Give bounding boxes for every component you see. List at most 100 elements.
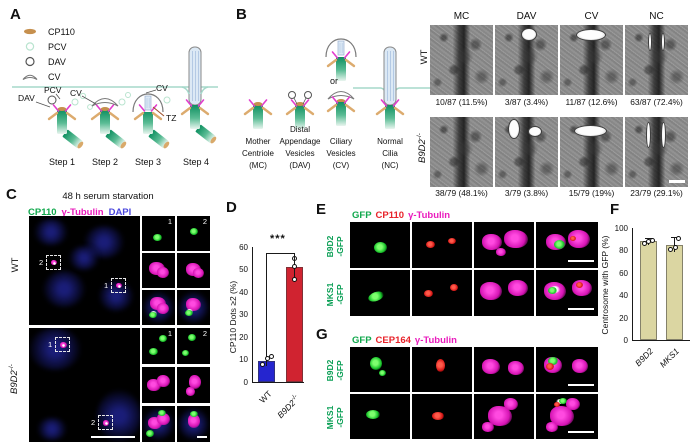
g-row-label-mks1-gfp: MKS1 -GFP <box>325 405 345 430</box>
inset-wt-merge-2 <box>177 290 210 325</box>
stain-legend: CP110 γ-Tubulin DAPI <box>28 202 136 220</box>
e-mks1-tubulin-image <box>474 270 534 316</box>
blob <box>370 357 382 370</box>
blob <box>105 422 108 425</box>
blob <box>448 238 456 244</box>
panel-e-title: GFP CP110 γ-Tubulin <box>352 205 454 223</box>
panel-e-label: E <box>316 201 327 218</box>
scale-bar <box>197 436 207 438</box>
blob <box>189 375 201 389</box>
blob <box>559 398 567 404</box>
y-tick: 40 <box>239 288 248 297</box>
blob <box>53 262 56 265</box>
blob <box>550 406 574 426</box>
step-3-label: Step 3 <box>134 157 162 167</box>
vesicle <box>574 125 607 137</box>
stain-gfp: GFP <box>352 210 372 221</box>
y-tick: 10 <box>239 355 248 364</box>
sig-bracket <box>266 253 294 254</box>
blob <box>190 228 198 235</box>
blob <box>546 422 558 432</box>
inset-wt-tubulin-1 <box>142 253 175 288</box>
blob <box>548 357 558 365</box>
stage-label-cv: Ciliary Vesicles (CV) <box>326 137 356 170</box>
g-b9d2-merge-image <box>536 347 598 392</box>
membrane-sliver <box>646 122 651 148</box>
em-image-b9d2-nc <box>625 117 688 187</box>
data-point <box>292 264 297 270</box>
c-row-label-b9d2: B9D2-/- <box>8 364 21 394</box>
stain-gamma-tubulin: γ-Tubulin <box>408 210 451 221</box>
y-tick: 20 <box>239 333 248 342</box>
inset-wt-merge-1 <box>142 290 175 325</box>
blob <box>34 219 68 245</box>
inset-wt-cp110-2: 2 <box>177 216 210 251</box>
legend-item-dav: DAV <box>20 54 75 69</box>
inset-box-2: 2 <box>91 415 113 430</box>
cilia-stages-diagram <box>243 38 430 129</box>
em-image-wt-dav <box>495 25 558 95</box>
scale-bar <box>91 435 135 438</box>
blob <box>188 334 196 341</box>
blob <box>508 361 524 375</box>
cp110-oval-icon <box>24 28 36 35</box>
panel-f-label: F <box>610 201 620 218</box>
legend-label: DAV <box>48 56 66 67</box>
dav-circle-icon <box>25 56 35 67</box>
blob <box>158 410 166 416</box>
panel-c-label: C <box>6 186 17 203</box>
panel-f-chart: F Centrosome with GFP (%) 100 80 60 40 2… <box>598 197 696 412</box>
data-point <box>668 247 673 253</box>
em-row-label-wt: WT <box>419 49 431 65</box>
blob <box>157 413 170 425</box>
vesicle <box>508 119 520 139</box>
inset-box-2: 2 <box>39 255 61 270</box>
scale-bar <box>568 383 594 386</box>
blob <box>366 289 386 304</box>
blob <box>190 411 198 417</box>
y-tick: 50 <box>239 265 248 274</box>
blob <box>43 271 85 307</box>
g-mks1-cep164-image <box>412 394 472 439</box>
blob <box>576 282 583 288</box>
cv-crescent-icon <box>22 74 38 80</box>
em-col-header-mc: MC <box>453 11 470 22</box>
blob <box>480 282 502 300</box>
em-image-b9d2-dav <box>495 117 558 187</box>
em-image-wt-mc <box>430 25 493 95</box>
blob <box>159 335 167 342</box>
vesicle <box>521 28 537 41</box>
bar-mks1 <box>666 244 683 340</box>
error-cap <box>645 238 652 239</box>
sig-bracket-leg <box>266 253 267 354</box>
blob <box>366 410 380 419</box>
em-caption: 15/79 (19%) <box>568 188 615 198</box>
if-image-wt: 2 1 <box>29 216 140 325</box>
e-b9d2-tubulin-image <box>474 222 534 268</box>
blob <box>182 350 189 356</box>
inset-wt-cp110-1: 1 <box>142 216 175 251</box>
blob <box>157 375 170 387</box>
d-x-axis <box>252 382 304 383</box>
annotation-tz: TZ <box>166 113 177 123</box>
annotation-cv-step3: CV <box>156 83 168 93</box>
blob <box>153 234 162 241</box>
d-y-axis <box>252 247 253 383</box>
blob <box>146 430 154 437</box>
f-x-axis <box>632 340 690 341</box>
y-tick: 40 <box>619 291 628 300</box>
stain-cp110: CP110 <box>375 210 405 221</box>
f-plot-area <box>632 228 692 340</box>
y-tick: 0 <box>623 336 628 345</box>
scale-bar <box>568 259 594 262</box>
annotation-dav: DAV <box>18 93 35 103</box>
vesicle <box>528 126 542 137</box>
f-y-axis <box>632 228 633 341</box>
blob <box>432 412 444 420</box>
step-4-label: Step 4 <box>182 157 210 167</box>
blob <box>426 241 435 248</box>
blob <box>379 370 386 376</box>
e-mks1-gfp-image <box>350 270 410 316</box>
pcv-circle-icon <box>25 42 35 51</box>
data-point <box>650 238 655 244</box>
